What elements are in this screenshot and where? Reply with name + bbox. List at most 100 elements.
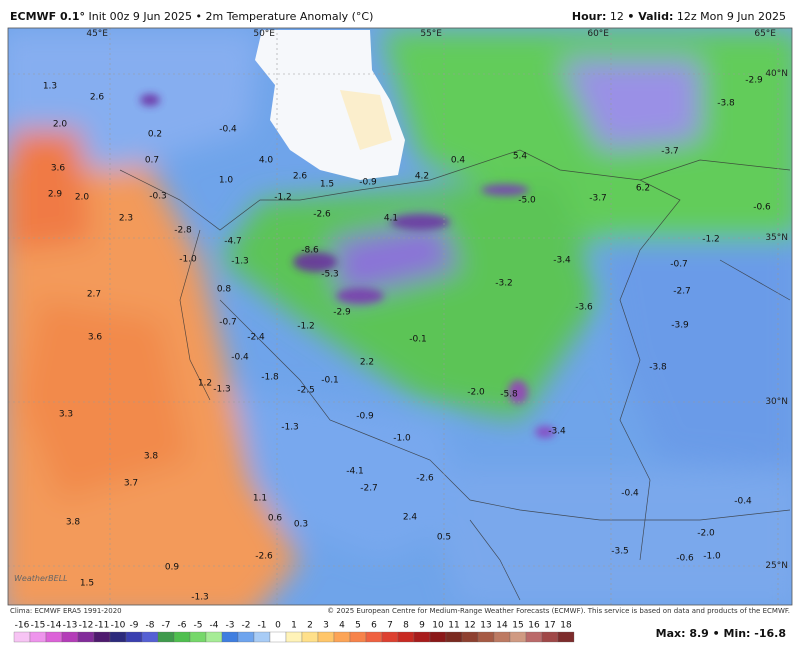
anomaly-label: -1.3: [281, 423, 299, 433]
colorbar: -16 -15 -14 -13 -12 -11 -10 -9 -8 -7 -6 -5 -4 -3 -2 -1 0…: [13, 621, 575, 643]
colorbar-tick-label: -8: [146, 621, 155, 631]
anomaly-label: 1.5: [80, 579, 94, 589]
latitude-label: 25°N: [765, 561, 788, 571]
colorbar-tick-label: 7: [387, 621, 393, 631]
anomaly-label: 0.4: [451, 156, 466, 166]
colorbar-tick-label: 15: [512, 621, 523, 631]
hour: 12: [610, 10, 624, 23]
longitude-label: 50°E: [253, 29, 275, 39]
anomaly-label: 3.3: [59, 410, 73, 420]
colorbar-swatch: [45, 631, 63, 643]
colorbar-tick-label: -15: [31, 621, 46, 631]
anomaly-label: -0.7: [219, 318, 237, 328]
anomaly-label: -0.4: [219, 125, 237, 135]
colorbar-swatch: [205, 631, 223, 643]
anomaly-label: -3.7: [661, 147, 679, 157]
colorbar-swatch: [237, 631, 255, 643]
anomaly-label: -2.6: [313, 210, 331, 220]
anomaly-label: -3.7: [589, 194, 607, 204]
colorbar-swatch: [525, 631, 543, 643]
colorbar-swatch: [61, 631, 79, 643]
anomaly-label: 4.2: [415, 172, 429, 182]
anomaly-label: -5.8: [500, 390, 518, 400]
colorbar-swatch: [365, 631, 383, 643]
colorbar-swatch: [349, 631, 367, 643]
anomaly-labels: 1.3 2.6 2.0 0.2 0.7 -0.4 4.0 2.6 1.5 -0.9 4.2 0.4 3.…: [43, 76, 771, 603]
colorbar-tick-label: 18: [560, 621, 572, 631]
anomaly-label: -1.3: [231, 257, 249, 267]
header-right: Hour: 12 • Valid: 12z Mon 9 Jun 2025: [572, 10, 786, 23]
init: Init 00z 9 Jun 2025 • 2m Temperature Ano…: [89, 10, 374, 23]
colorbar-swatch: [157, 631, 175, 643]
borders: [119, 149, 791, 601]
colorbar-tick-label: -6: [178, 621, 187, 631]
colorbar-tick-label: -14: [47, 621, 62, 631]
anomaly-label: -4.1: [346, 467, 364, 477]
anomaly-label: 0.5: [437, 533, 451, 543]
hour-label: Hour:: [572, 10, 606, 23]
colorbar-tick-label: -1: [258, 621, 267, 631]
colorbar-swatch: [269, 631, 287, 643]
anomaly-label: -0.6: [753, 203, 771, 213]
anomaly-label: 0.3: [294, 520, 308, 530]
anomaly-label: 4.0: [259, 156, 274, 166]
anomaly-label: -0.6: [676, 554, 694, 564]
anomaly-label: 1.5: [320, 180, 334, 190]
colorbar-swatch: [461, 631, 479, 643]
anomaly-label: -1.8: [261, 373, 279, 383]
anomaly-label: -4.7: [224, 237, 242, 247]
colorbar-tick-label: 3: [323, 621, 329, 631]
colorbar-swatch: [413, 631, 431, 643]
colorbar-swatch: [317, 631, 335, 643]
anomaly-label: 1.3: [43, 82, 57, 92]
model: ECMWF 0.1°: [10, 10, 85, 23]
anomaly-label: -1.2: [702, 235, 720, 245]
graticule: [8, 28, 792, 605]
anomaly-label: -2.7: [360, 484, 378, 494]
anomaly-label: 5.4: [513, 152, 528, 162]
longitude-label: 55°E: [420, 29, 442, 39]
anomaly-label: 2.6: [293, 172, 308, 182]
anomaly-label: 1.2: [198, 379, 212, 389]
anomaly-label: 6.2: [636, 184, 650, 194]
colorbar-tick-label: 6: [371, 621, 377, 631]
map-frame: [7, 27, 793, 606]
anomaly-label: 0.7: [145, 156, 159, 166]
anomaly-label: 3.6: [51, 164, 66, 174]
colorbar-swatch: [477, 631, 495, 643]
colorbar-swatch: [253, 631, 271, 643]
colorbar-swatch: [93, 631, 111, 643]
colorbar-tick-label: -13: [63, 621, 78, 631]
longitude-label: 45°E: [86, 29, 108, 39]
anomaly-label: 1.0: [219, 176, 234, 186]
colorbar-tick-label: 12: [464, 621, 475, 631]
colorbar-tick-label: -9: [130, 621, 139, 631]
anomaly-label: 1.1: [253, 494, 267, 504]
anomaly-label: -3.8: [649, 363, 667, 373]
anomaly-label: -2.6: [416, 474, 434, 484]
header-left: ECMWF 0.1° Init 00z 9 Jun 2025 • 2m Temp…: [10, 10, 373, 23]
colorbar-tick-label: 10: [432, 621, 444, 631]
copyright: © 2025 European Centre for Medium-Range …: [327, 607, 790, 615]
colorbar-tick-label: 14: [496, 621, 508, 631]
latitude-label: 30°N: [765, 397, 788, 407]
anomaly-label: -2.7: [673, 287, 691, 297]
anomaly-label: 3.8: [144, 452, 159, 462]
anomaly-label: -5.0: [518, 196, 536, 206]
anomaly-label: 0.8: [217, 285, 232, 295]
colorbar-tick-label: 11: [448, 621, 459, 631]
max-min: Max: 8.9 • Min: -16.8: [656, 627, 786, 640]
colorbar-tick-label: -12: [79, 621, 94, 631]
anomaly-label: 3.7: [124, 479, 138, 489]
latitude-label: 40°N: [765, 69, 788, 79]
anomaly-label: 2.9: [48, 190, 63, 200]
colorbar-swatch: [125, 631, 143, 643]
anomaly-label: -2.9: [333, 308, 351, 318]
colorbar-tick-label: 8: [403, 621, 409, 631]
anomaly-label: 4.1: [384, 214, 398, 224]
anomaly-label: 2.3: [119, 214, 133, 224]
anomaly-label: -3.9: [671, 321, 689, 331]
latitude-label: 35°N: [765, 233, 788, 243]
colorbar-tick-label: 17: [544, 621, 555, 631]
